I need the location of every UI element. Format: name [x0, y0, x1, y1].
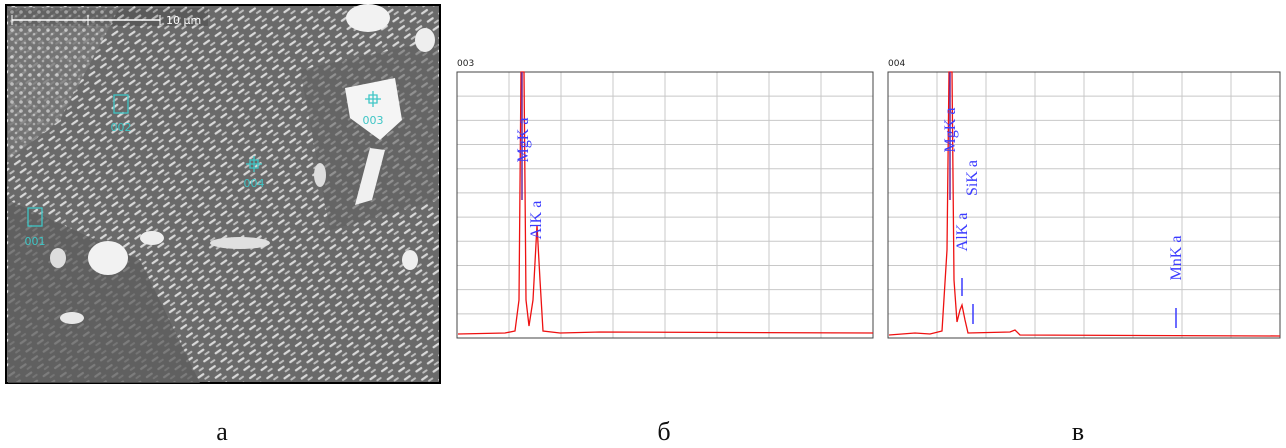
peak-label: AlK a — [528, 201, 545, 240]
spectrum-title: 003 — [457, 59, 474, 69]
spectrum: 004 MgK a AlK a SiK a MnK a — [887, 59, 1281, 339]
point-label: 003 — [363, 114, 384, 127]
caption: а — [216, 417, 228, 446]
point-label: 004 — [244, 177, 265, 190]
peak-label: SiK a — [964, 160, 981, 196]
spectrum: 003 MgK a AlK a — [456, 59, 874, 339]
peak-label: MgK a — [515, 118, 532, 163]
point-label: 001 — [25, 235, 46, 248]
point-label: 002 — [111, 121, 132, 134]
caption: б — [657, 417, 670, 446]
peak-label: MgK a — [942, 108, 959, 153]
peak-label: MnK a — [1168, 236, 1185, 281]
caption: в — [1072, 417, 1084, 446]
scale-bar-label: 10 µm — [166, 14, 201, 27]
spectrum-title: 004 — [888, 59, 905, 69]
sem-image: 10 µm 001 002 003 004 — [5, 4, 441, 384]
peak-label: AlK a — [954, 213, 971, 252]
